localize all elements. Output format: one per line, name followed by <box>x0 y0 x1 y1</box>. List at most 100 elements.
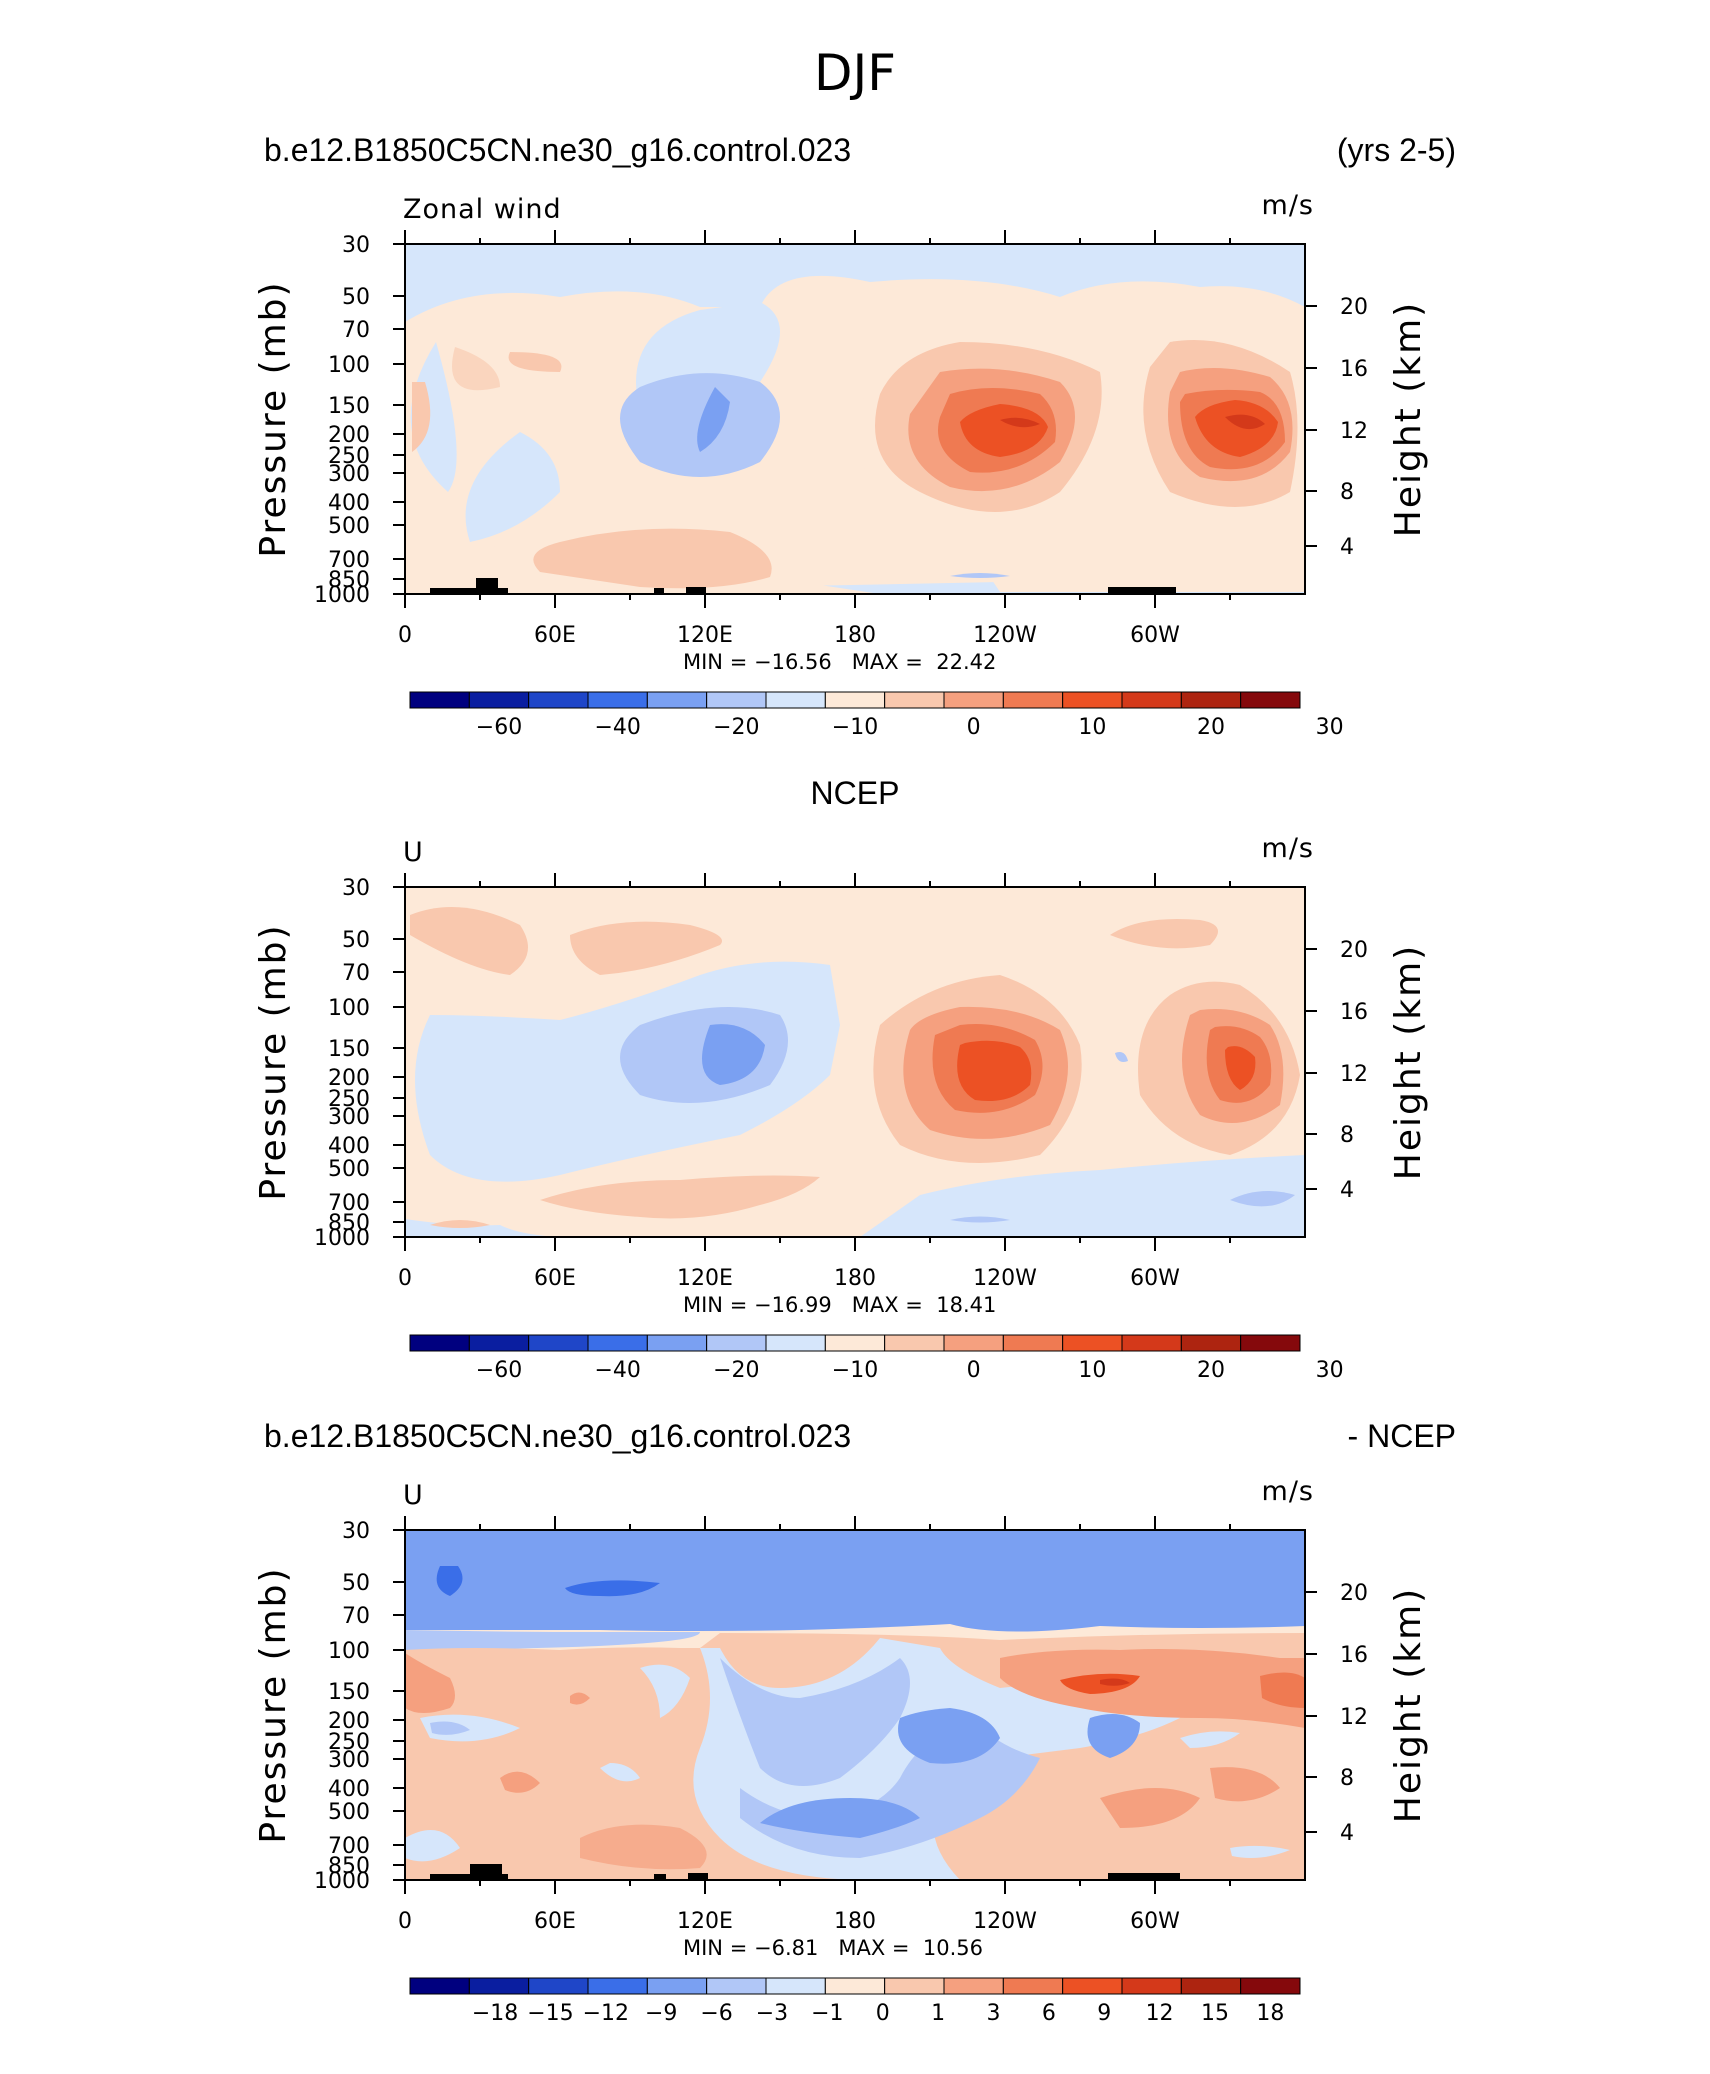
y-tick-label: 1000 <box>314 1226 370 1251</box>
contour-plot: 30 50 70 100 150 200 250 300 400 500 700… <box>253 1516 1429 1934</box>
colorbar-box <box>587 691 648 709</box>
y-tick-label: 70 <box>342 1604 370 1629</box>
y-tick-label: 50 <box>342 1571 370 1596</box>
x-tick-labels: 0 60E 120E 180 120W 60W <box>398 623 1180 648</box>
colorbar-box <box>884 691 945 709</box>
contour-region <box>580 1824 707 1870</box>
colorbar-label: 12 <box>1146 2001 1174 2026</box>
y-ticks-left <box>393 886 405 1238</box>
contour-region <box>540 1175 820 1219</box>
contour-region <box>640 1664 690 1718</box>
colorbar-box <box>1002 1334 1064 1352</box>
colorbar: −18 −15 −12 −9 −6 −3 −1 0 1 3 6 9 12 15 18 <box>409 1977 1301 2026</box>
y2-tick-label: 8 <box>1340 1123 1354 1148</box>
panel-difference: b.e12.B1850C5CN.ne30_g16.control.023 - N… <box>0 1418 1710 2058</box>
y-tick-label: 300 <box>328 1748 370 1773</box>
colorbar-box <box>706 1977 767 1995</box>
contour-region <box>702 1024 765 1085</box>
colorbar-box <box>884 1977 945 1995</box>
colorbar-label: 20 <box>1197 715 1225 740</box>
y2-tick-label: 20 <box>1340 295 1368 320</box>
max-value: 18.41 <box>936 1293 997 1317</box>
contour-region <box>950 573 1010 578</box>
contour-region <box>960 404 1048 457</box>
contour-region <box>950 1216 1010 1223</box>
y-tick-label: 250 <box>328 1730 370 1755</box>
contour-region <box>898 1708 1000 1764</box>
max-label: MAX = <box>851 1293 923 1317</box>
y-tick-label: 500 <box>328 514 370 539</box>
y-tick-label: 30 <box>342 1519 370 1544</box>
page-title: DJF <box>813 44 896 102</box>
contour-region <box>430 1721 470 1735</box>
colorbar-label: 0 <box>967 1358 981 1383</box>
colorbar-label: −40 <box>594 715 640 740</box>
colorbar-label: 0 <box>876 2001 890 2026</box>
colorbar-box <box>943 1334 1004 1352</box>
colorbar-box <box>468 1334 530 1352</box>
contour-region <box>1225 1046 1256 1090</box>
contour-region <box>405 1630 700 1650</box>
variable-label: Zonal wind <box>403 194 562 225</box>
y-tick-labels: 30 50 70 100 150 200 250 300 400 500 700… <box>314 876 370 1251</box>
colorbar-label: −1 <box>811 2001 843 2026</box>
variable-label: U <box>403 1480 424 1511</box>
colorbar-box <box>1062 1977 1123 1995</box>
contour-region <box>600 1763 640 1782</box>
x-tick-label: 60E <box>534 1909 576 1934</box>
panel-title-right: (yrs 2-5) <box>1336 132 1456 168</box>
panel-title-right: - NCEP <box>1347 1418 1456 1454</box>
x-tick-label: 0 <box>398 1266 412 1291</box>
units-label: m/s <box>1261 190 1314 221</box>
y-axis-label: Pressure (mb) <box>253 280 294 557</box>
y2-axis-label: Height (km) <box>1388 1587 1429 1823</box>
contour-region <box>465 432 560 542</box>
y2-axis-label: Height (km) <box>1388 301 1429 537</box>
x-tick-label: 120W <box>973 1909 1037 1934</box>
colorbar-box <box>765 1334 826 1352</box>
colorbar-label: −20 <box>713 715 759 740</box>
contour-region <box>1115 1052 1128 1062</box>
contour-region <box>860 1155 1305 1237</box>
colorbar-box <box>1180 1977 1242 1995</box>
y-axis-label: Pressure (mb) <box>253 923 294 1200</box>
colorbar-box <box>1121 1977 1182 1995</box>
colorbar-box <box>409 1334 470 1352</box>
y2-tick-label: 8 <box>1340 480 1354 505</box>
contour-region <box>533 528 772 589</box>
y-tick-label: 850 <box>328 1211 370 1236</box>
colorbar-box <box>884 1334 945 1352</box>
x-tick-labels: 0 60E 120E 180 120W 60W <box>398 1266 1180 1291</box>
y2-tick-labels: 20 16 12 8 4 <box>1340 295 1368 560</box>
y-tick-label: 50 <box>342 928 370 953</box>
x-tick-label: 120E <box>677 1909 733 1934</box>
x-tick-label: 180 <box>834 1266 876 1291</box>
x-tick-label: 120E <box>677 623 733 648</box>
colorbar-box <box>646 1334 708 1352</box>
colorbar-box <box>1062 1334 1123 1352</box>
contour-region <box>957 1040 1032 1101</box>
contour-region <box>430 1220 490 1228</box>
contour-region <box>1000 1649 1305 1728</box>
colorbar-box <box>528 1977 589 1995</box>
colorbar-box <box>468 691 530 709</box>
y-tick-label: 300 <box>328 1105 370 1130</box>
y2-tick-label: 20 <box>1340 938 1368 963</box>
colorbar-box <box>824 691 886 709</box>
y-tick-label: 700 <box>328 1834 370 1859</box>
x-tick-label: 120E <box>677 1266 733 1291</box>
colorbar-label: −10 <box>832 1358 878 1383</box>
x-ticks <box>404 1516 1231 1894</box>
contour-region <box>1180 1731 1240 1748</box>
y-tick-label: 400 <box>328 1777 370 1802</box>
y-tick-label: 850 <box>328 568 370 593</box>
y-ticks-right <box>1305 1591 1317 1833</box>
y-tick-label: 200 <box>328 423 370 448</box>
y-tick-label: 500 <box>328 1157 370 1182</box>
colorbar-label: 3 <box>986 2001 1000 2026</box>
y-tick-label: 850 <box>328 1854 370 1879</box>
colorbar-label: 15 <box>1201 2001 1229 2026</box>
contour-region <box>405 1653 455 1713</box>
colorbar-label: 18 <box>1256 2001 1284 2026</box>
max-label: MAX = <box>851 650 923 674</box>
